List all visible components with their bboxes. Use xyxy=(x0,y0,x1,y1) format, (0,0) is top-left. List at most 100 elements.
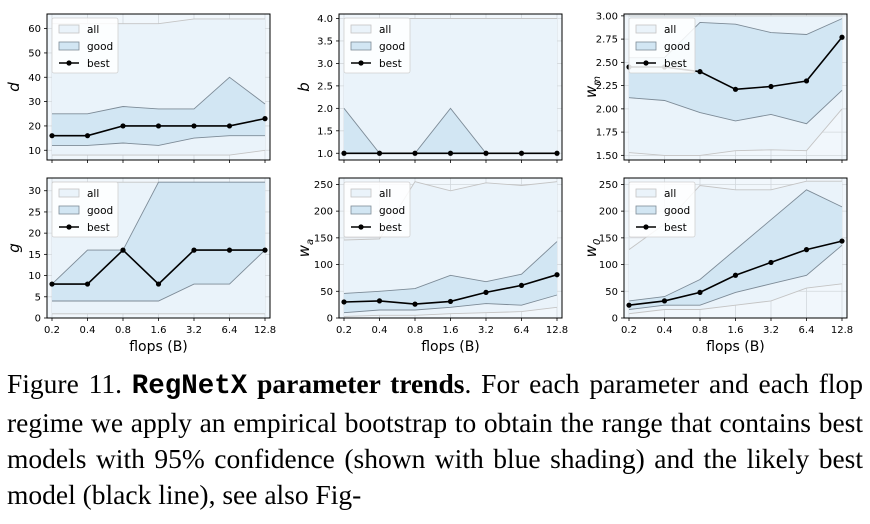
xtick-label: 1.6 xyxy=(151,325,167,336)
best-point xyxy=(226,123,233,129)
best-point xyxy=(84,133,91,139)
good-lower-line xyxy=(52,249,266,302)
best-point xyxy=(49,133,55,139)
ytick-label: 50 xyxy=(28,48,41,59)
legend-good-swatch xyxy=(58,205,80,215)
ytick-label: 2.50 xyxy=(596,58,618,69)
good-upper-line xyxy=(51,181,265,285)
all-lower-line xyxy=(343,306,558,317)
xtick-label: 12.8 xyxy=(254,325,276,336)
xtick-label: 12.8 xyxy=(546,325,568,336)
legend-best-label: best xyxy=(664,222,687,234)
best-point xyxy=(412,150,418,156)
legend-all-label: all xyxy=(87,24,99,36)
xtick-label: 0.8 xyxy=(692,325,708,336)
best-point xyxy=(732,86,739,92)
best-point xyxy=(803,78,810,84)
ytick-label: 5 xyxy=(35,292,41,303)
good-upper-line xyxy=(52,76,266,115)
good-lower-line xyxy=(52,135,265,146)
best-point xyxy=(697,289,703,295)
all-lower-line xyxy=(628,283,843,315)
chart-panel-1: 1.0 1.5 2.0 2.5 3.0 3.5 4.0 b all good best xyxy=(295,13,563,163)
best-point xyxy=(732,272,739,278)
ytick-label: 2.75 xyxy=(596,35,618,46)
xtick-label: 1.6 xyxy=(728,325,744,336)
ytick-label: 15 xyxy=(28,250,41,261)
best-point xyxy=(226,247,233,253)
ytick-label: 250 xyxy=(314,180,333,191)
best-point xyxy=(626,302,632,308)
legend-best-marker xyxy=(358,224,364,230)
legend-all-swatch xyxy=(58,24,80,34)
ytick-label: 1.75 xyxy=(596,128,618,139)
ytick-label: 3.00 xyxy=(596,11,618,22)
ytick-label: 200 xyxy=(314,207,333,218)
figure-caption: Figure 11. RegNetX parameter trends. For… xyxy=(7,366,863,513)
legend-best-marker xyxy=(66,60,72,66)
ytick-label: 10 xyxy=(28,271,41,282)
legend-best-label: best xyxy=(87,58,110,70)
y-axis-label: b xyxy=(295,82,313,92)
legend-all-swatch xyxy=(58,188,80,198)
legend-all-swatch xyxy=(635,188,657,198)
ytick-label: 100 xyxy=(599,260,618,271)
ytick-label: 50 xyxy=(320,287,333,298)
legend-all-label: all xyxy=(664,24,676,36)
y-axis-label: g xyxy=(5,243,23,253)
y-axis-label: d xyxy=(5,82,23,92)
xtick-label: 0.8 xyxy=(115,325,131,336)
xtick-label: 0.2 xyxy=(621,325,637,336)
ytick-label: 100 xyxy=(314,260,333,271)
xtick-label: 6.4 xyxy=(514,325,530,336)
caption-title: RegNetX parameter trends xyxy=(131,368,465,402)
chart-panel-5: 0 50 100 150 200 250 0.2 0.4 0.8 1.6 3.2 6.4 12.8 flo… xyxy=(582,177,853,355)
legend-good-swatch xyxy=(58,41,80,51)
best-point xyxy=(120,247,126,253)
ytick-label: 20 xyxy=(28,121,41,132)
ytick-label: 3.5 xyxy=(317,36,333,47)
best-point xyxy=(697,69,703,75)
all-upper-line xyxy=(343,181,558,241)
xtick-label: 3.2 xyxy=(186,325,202,336)
caption-title-code: RegNetX xyxy=(131,371,248,402)
good-band xyxy=(344,108,557,154)
ytick-label: 30 xyxy=(28,186,41,197)
caption-body: . For each parameter and each flop regim… xyxy=(7,368,864,510)
best-point xyxy=(376,298,383,304)
xtick-label: 1.6 xyxy=(443,325,459,336)
ytick-label: 10 xyxy=(28,146,41,157)
best-point xyxy=(84,281,91,287)
ytick-label: 25 xyxy=(28,207,41,218)
legend-good-label: good xyxy=(87,205,113,217)
best-point xyxy=(483,150,489,156)
best-point xyxy=(412,301,418,307)
ytick-label: 30 xyxy=(28,97,41,108)
x-axis-label: flops (B) xyxy=(129,339,188,355)
chart-panel-0: 10 20 30 40 50 60 d all good best xyxy=(5,13,271,163)
ytick-label: 4.0 xyxy=(317,14,333,25)
best-point xyxy=(483,289,489,295)
good-band xyxy=(344,241,557,313)
best-point xyxy=(447,150,454,156)
axes-frame xyxy=(46,13,271,161)
best-point xyxy=(768,83,774,90)
ytick-label: 2.5 xyxy=(317,81,333,92)
charts-svg: 102030405060dallgoodbest1.01.52.02.53.03… xyxy=(5,11,853,355)
x-axis-label: flops (B) xyxy=(706,339,765,355)
xtick-label: 6.4 xyxy=(799,325,815,336)
legend-good-swatch xyxy=(635,205,657,215)
caption-title-text: parameter trends xyxy=(257,368,465,399)
ytick-label: 2.00 xyxy=(596,104,618,115)
best-point xyxy=(262,247,268,253)
legend-best-marker xyxy=(643,224,649,230)
good-lower-line xyxy=(628,244,843,310)
x-axis-label: flops (B) xyxy=(421,339,480,355)
ytick-label: 200 xyxy=(599,207,618,218)
ytick-label: 20 xyxy=(28,229,41,240)
legend-all-label: all xyxy=(379,24,391,36)
best-point xyxy=(262,116,268,122)
ytick-label: 150 xyxy=(314,233,333,244)
all-lower-line xyxy=(52,149,266,156)
best-point xyxy=(554,150,560,156)
